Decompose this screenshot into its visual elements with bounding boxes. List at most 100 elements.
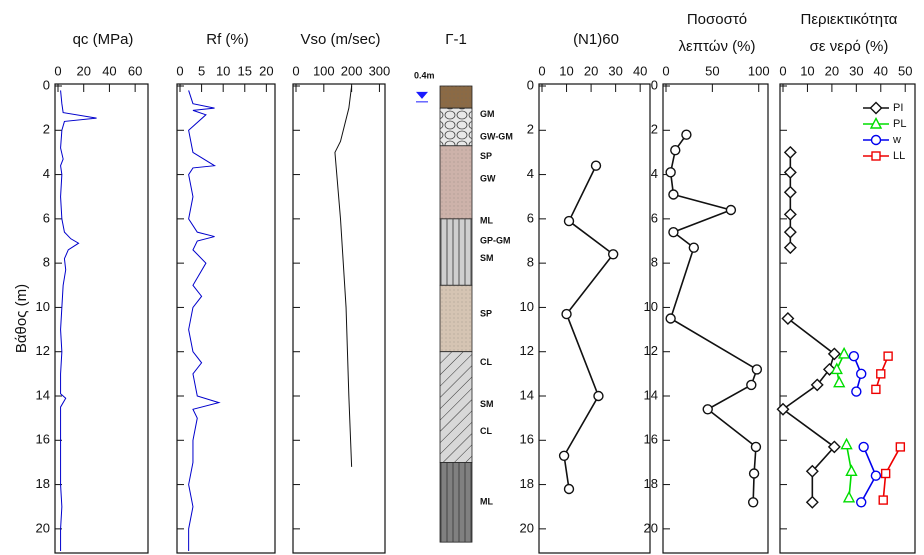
series-line — [563, 165, 615, 490]
y-tick-label: 8 — [527, 255, 534, 270]
x-tick-label: 10 — [800, 63, 814, 78]
plot-frame — [292, 83, 386, 554]
marker — [837, 346, 851, 359]
marker — [783, 145, 797, 159]
x-tick-label: 20 — [825, 63, 839, 78]
series-line — [60, 90, 97, 551]
layer-pattern — [440, 462, 472, 543]
water-level-label: 0.4m — [414, 70, 435, 80]
marker — [665, 167, 676, 178]
legend-label: w — [892, 134, 901, 146]
x-tick-label: 0 — [538, 63, 545, 78]
marker — [895, 442, 906, 452]
layer-pattern — [440, 218, 472, 286]
panel-title: Vso (m/sec) — [300, 31, 380, 48]
marker — [805, 464, 819, 478]
y-tick-label: 0 — [43, 77, 50, 92]
y-axis-label: Βάθος (m) — [13, 284, 30, 353]
marker — [746, 379, 757, 391]
marker — [856, 497, 867, 508]
layer-pattern — [440, 285, 472, 352]
x-tick-label: 0 — [54, 63, 61, 78]
y-tick-label: 2 — [527, 122, 534, 137]
legend-label: LL — [893, 150, 905, 162]
marker — [833, 375, 846, 388]
x-tick-label: 50 — [898, 63, 912, 78]
y-tick-label: 18 — [36, 476, 50, 491]
y-tick-label: 12 — [520, 343, 534, 358]
x-tick-label: 20 — [76, 63, 90, 78]
marker — [561, 308, 572, 320]
marker — [851, 386, 862, 397]
y-tick-label: 20 — [644, 520, 658, 535]
marker — [870, 134, 882, 146]
marker — [563, 215, 575, 227]
layer-label: GM — [480, 109, 495, 119]
marker — [871, 151, 881, 161]
marker — [870, 470, 882, 481]
layer-pattern — [440, 108, 472, 146]
marker — [688, 242, 700, 253]
layer-label: GP-GM — [480, 235, 511, 245]
water-level-marker — [416, 91, 428, 99]
layer-label: SM — [480, 399, 494, 409]
marker — [751, 364, 763, 375]
x-tick-label: 0 — [292, 63, 299, 78]
x-tick-label: 5 — [198, 63, 205, 78]
marker — [805, 495, 819, 509]
y-tick-label: 8 — [43, 255, 50, 270]
marker — [725, 204, 737, 216]
marker — [668, 189, 679, 200]
layer-label: CL — [480, 426, 492, 436]
marker — [869, 101, 883, 115]
x-tick-label: 40 — [102, 63, 116, 78]
marker — [783, 185, 797, 199]
y-tick-label: 16 — [644, 432, 658, 447]
series-line — [781, 152, 836, 503]
marker — [840, 437, 853, 450]
y-tick-label: 18 — [520, 476, 534, 491]
marker — [590, 160, 602, 171]
x-tick-label: 40 — [874, 63, 888, 78]
marker — [747, 497, 759, 508]
marker — [880, 468, 891, 479]
series-line — [334, 85, 353, 467]
y-tick-label: 0 — [527, 77, 534, 92]
layer-label: SP — [480, 151, 492, 161]
y-tick-label: 14 — [520, 387, 534, 402]
x-tick-label: 60 — [128, 63, 142, 78]
marker — [593, 390, 604, 402]
marker — [827, 347, 841, 361]
marker — [750, 441, 762, 453]
x-tick-label: 300 — [369, 63, 391, 78]
marker — [781, 312, 795, 325]
x-tick-label: 10 — [559, 63, 573, 78]
layer-label: CL — [480, 357, 492, 367]
x-tick-label: 20 — [259, 63, 273, 78]
layer-label: ML — [480, 497, 493, 507]
marker — [702, 404, 713, 415]
marker — [783, 165, 797, 179]
layer-pattern — [440, 351, 472, 463]
y-tick-label: 16 — [520, 432, 534, 447]
layer-label: ML — [480, 215, 493, 225]
series-line — [853, 355, 877, 503]
x-tick-label: 50 — [705, 63, 719, 78]
legend-label: PI — [893, 102, 903, 114]
marker — [563, 483, 575, 495]
series-line — [669, 134, 758, 503]
x-tick-label: 10 — [216, 63, 230, 78]
marker — [558, 450, 570, 461]
x-tick-label: 40 — [633, 63, 647, 78]
marker — [810, 378, 824, 392]
x-tick-label: 100 — [313, 63, 335, 78]
panel-title: λεπτών (%) — [679, 38, 756, 55]
y-tick-label: 12 — [36, 343, 50, 358]
marker — [681, 129, 692, 140]
y-tick-label: 20 — [520, 520, 534, 535]
marker — [668, 226, 679, 238]
marker — [783, 225, 797, 239]
x-tick-label: 20 — [584, 63, 598, 78]
layer-label: SP — [480, 308, 492, 318]
